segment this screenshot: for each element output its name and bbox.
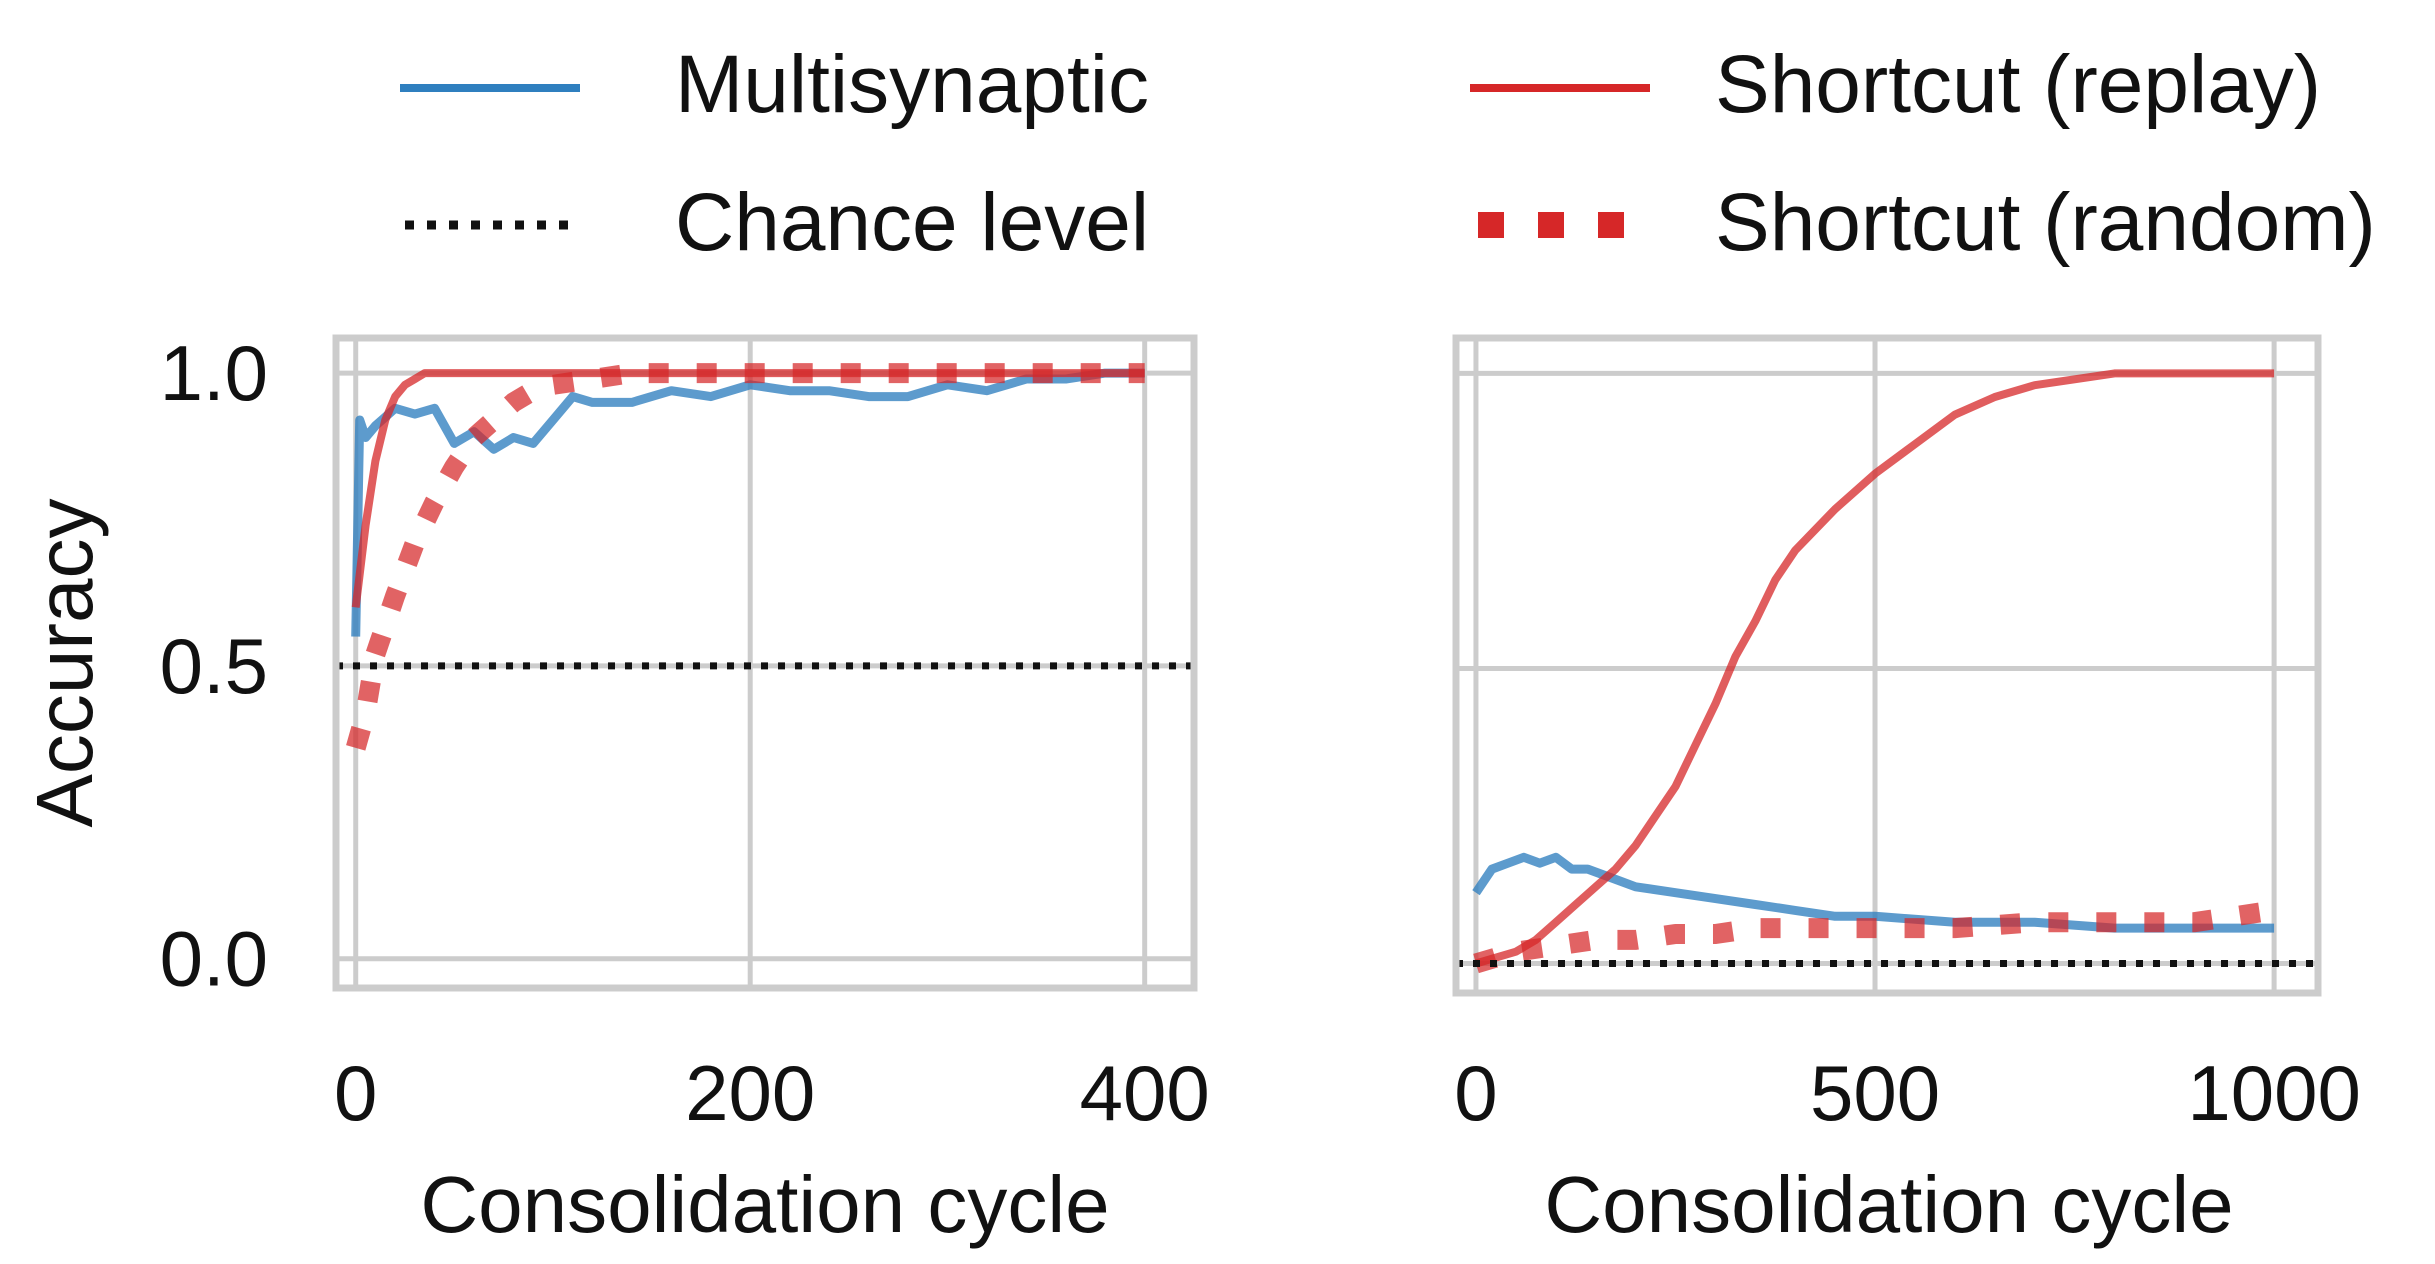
legend: Multisynaptic Chance level Shortcut (rep…: [400, 39, 2376, 268]
panel-right-series-multisynaptic: [1472, 852, 2275, 933]
panel-left-y-tick-label: 0.0: [160, 915, 268, 1003]
panel-left-y-axis-label: Accuracy: [20, 499, 109, 828]
panel-left-series: [336, 363, 1194, 751]
panel-right: 0 500 1000 Consolidation cycle: [1452, 334, 2361, 1249]
panel-right-x-tick-label: 0: [1454, 1049, 1497, 1137]
panel-left: 0.0 0.5 1.0 0 200 400 Consolidation cycle Ac…: [20, 329, 1210, 1249]
legend-label-multisynaptic: Multisynaptic: [675, 39, 1149, 130]
panel-left-x-axis-label: Consolidation cycle: [420, 1160, 1109, 1249]
panel-left-y-tick-label: 1.0: [160, 329, 268, 417]
panel-left-y-ticks: 0.0 0.5 1.0: [160, 329, 268, 1003]
legend-label-shortcut-replay: Shortcut (replay): [1715, 39, 2321, 130]
panel-right-x-tick-label: 500: [1810, 1049, 1940, 1137]
panel-right-series-shortcut-replay: [1474, 369, 2275, 968]
panel-left-series-shortcut-random: [346, 363, 1145, 751]
panel-right-x-ticks: 0 500 1000: [1454, 1049, 2361, 1137]
legend-label-chance: Chance level: [675, 177, 1149, 268]
panel-left-x-tick-label: 0: [334, 1049, 377, 1137]
panel-right-frame: [1452, 334, 2322, 997]
panel-left-x-ticks: 0 200 400: [334, 1049, 1210, 1137]
legend-label-shortcut-random: Shortcut (random): [1715, 177, 2376, 268]
panel-left-frame: [332, 334, 1198, 992]
panel-right-series: [1456, 369, 2318, 974]
panel-left-x-tick-label: 200: [685, 1049, 815, 1137]
panel-left-y-tick-label: 0.5: [160, 622, 268, 710]
panel-left-x-tick-label: 400: [1080, 1049, 1210, 1137]
panel-left-series-shortcut-replay: [351, 369, 1145, 608]
panel-left-series-multisynaptic: [351, 368, 1145, 637]
panel-right-series-shortcut-random: [1473, 900, 2276, 974]
panel-right-x-axis-label: Consolidation cycle: [1544, 1160, 2233, 1249]
panel-right-x-tick-label: 1000: [2187, 1049, 2361, 1137]
